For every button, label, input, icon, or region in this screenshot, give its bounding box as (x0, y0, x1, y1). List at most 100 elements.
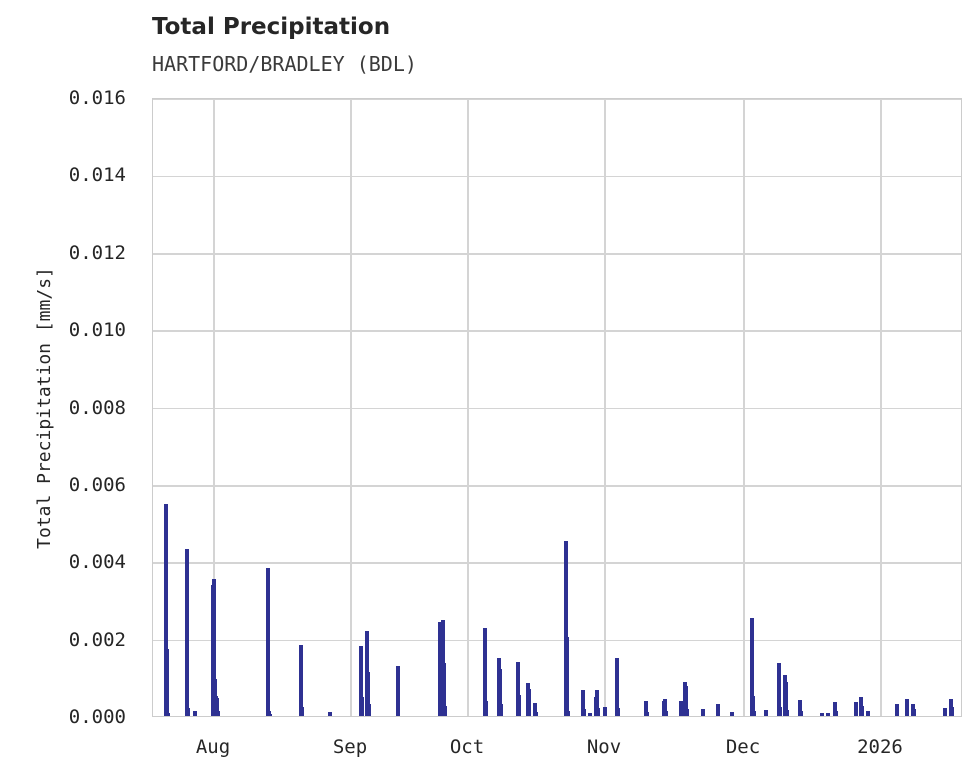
data-bar (588, 712, 593, 716)
data-bar (777, 663, 782, 716)
data-bar (499, 704, 504, 716)
gridline-vertical (743, 99, 745, 716)
data-bar (443, 706, 448, 716)
data-bar (799, 710, 804, 716)
data-bar (186, 708, 191, 716)
data-bar (854, 702, 859, 716)
data-bar (396, 666, 401, 716)
data-bar (268, 714, 273, 716)
data-bar (778, 706, 783, 716)
x-tick-label: Dec (725, 736, 761, 758)
data-bar (905, 698, 910, 716)
data-bar (950, 707, 955, 716)
data-bar (716, 704, 721, 716)
data-bar (300, 706, 305, 716)
data-bar (581, 690, 586, 716)
data-bar (533, 703, 538, 716)
data-bar (820, 712, 825, 716)
data-bar (564, 541, 569, 716)
chart-subtitle: HARTFORD/BRADLEY (BDL) (152, 52, 417, 76)
data-bar (565, 636, 570, 716)
data-bar (367, 704, 372, 716)
data-bar (684, 686, 689, 716)
x-axis-tick-labels: Aug Sep Oct Nov Dec 2026 (152, 717, 962, 767)
x-tick-label: Nov (586, 736, 622, 758)
data-bar (784, 682, 789, 716)
data-bar (166, 712, 171, 716)
data-bar (438, 622, 443, 716)
x-tick-label: Sep (332, 736, 368, 758)
data-bar (785, 709, 790, 716)
data-bar (498, 668, 503, 716)
data-bar (366, 672, 371, 716)
data-bar (701, 708, 706, 716)
data-bar (866, 710, 871, 716)
data-bar (664, 711, 669, 716)
plot-area (152, 98, 962, 717)
data-bar (267, 711, 272, 716)
data-bar (860, 705, 865, 716)
data-bar (751, 695, 756, 716)
data-bar (603, 706, 608, 716)
gridline-horizontal (153, 407, 961, 410)
data-bar (527, 688, 532, 716)
gridline-vertical (350, 99, 352, 716)
data-bar (164, 503, 169, 716)
data-bar (663, 698, 668, 716)
gridline-vertical (880, 99, 882, 716)
data-bar (185, 548, 190, 716)
data-bar (216, 710, 221, 716)
chart-title: Total Precipitation (152, 14, 391, 40)
y-axis-tick-labels: 0.000 0.002 0.004 0.006 0.008 0.010 0.012 0.014… (68, 87, 126, 728)
data-bar (685, 709, 690, 716)
data-bar (679, 700, 684, 716)
gridline-horizontal (153, 562, 961, 565)
data-bar (215, 698, 220, 716)
gridline-vertical (604, 99, 606, 716)
data-bar (299, 644, 304, 716)
x-tick-label: 2026 (857, 736, 903, 758)
gridline-horizontal (153, 639, 961, 642)
data-bar (752, 711, 757, 716)
gridline-horizontal (153, 175, 961, 178)
gridline-vertical (213, 99, 215, 716)
data-bar (764, 709, 769, 716)
data-bar (328, 712, 333, 716)
data-bar (360, 697, 365, 716)
gridline-horizontal (153, 330, 961, 332)
data-bar (442, 662, 447, 716)
data-bar (644, 700, 649, 716)
data-bar (730, 711, 735, 716)
data-bar (483, 628, 488, 716)
x-tick-label: Oct (449, 736, 485, 758)
data-bar (517, 694, 522, 716)
data-bar (826, 712, 831, 716)
data-bar (615, 658, 620, 716)
gridline-horizontal (153, 485, 961, 487)
data-bar (645, 712, 650, 716)
data-bar (359, 646, 364, 716)
gridline-vertical (467, 99, 469, 716)
data-bar (833, 701, 838, 716)
data-bar (266, 567, 271, 716)
data-bar (595, 690, 600, 716)
gridline-horizontal (153, 252, 961, 255)
data-bar (616, 707, 621, 716)
data-bar (212, 579, 217, 716)
data-bar (193, 710, 198, 716)
x-tick-label: Aug (195, 736, 231, 758)
data-bar (895, 704, 900, 716)
data-bar (912, 709, 917, 716)
data-bar (834, 710, 839, 716)
data-bar (516, 662, 521, 716)
data-bar (943, 708, 948, 716)
data-bar (566, 710, 571, 716)
gridline-horizontal (153, 99, 961, 100)
data-bar (798, 699, 803, 716)
data-bar (165, 648, 170, 716)
data-bar (596, 707, 601, 716)
data-bar (750, 618, 755, 716)
data-bar (534, 712, 539, 716)
data-bar (484, 701, 489, 716)
